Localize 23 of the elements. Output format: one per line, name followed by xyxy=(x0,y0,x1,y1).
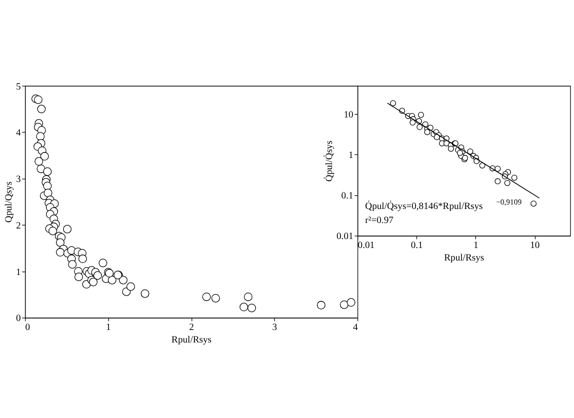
x-tick-label: 0.01 xyxy=(358,240,375,252)
x-tick-label: 0.1 xyxy=(410,240,424,252)
x-tick-label: 0 xyxy=(25,322,30,334)
annotation: r²=0.97 xyxy=(365,214,394,226)
y-axis-title: Qpul/Qsys xyxy=(4,181,15,223)
y-tick-label: 1 xyxy=(16,266,22,278)
y-tick-label: 0 xyxy=(16,313,22,324)
x-tick-label: 1 xyxy=(473,240,478,252)
y-tick-label: 1 xyxy=(348,150,354,162)
x-tick-label: 3 xyxy=(272,322,278,334)
y-axis-title: Q̇pul/Q̇sys xyxy=(323,140,336,182)
x-axis-title: Rpul/Rsys xyxy=(444,252,484,264)
x-axis-title: Rpul/Rsys xyxy=(172,334,212,346)
x-tick-label: 10 xyxy=(530,240,540,252)
y-tick-label: 10 xyxy=(344,110,354,121)
y-tick-label: 5 xyxy=(16,81,22,92)
y-tick-label: 4 xyxy=(16,128,22,139)
y-tick-label: 0.1 xyxy=(341,190,354,202)
y-tick-label: 2 xyxy=(16,220,22,232)
y-tick-label: 3 xyxy=(16,174,22,186)
y-tick-label: 0.01 xyxy=(336,231,354,242)
x-tick-label: 2 xyxy=(189,322,194,334)
x-tick-label: 1 xyxy=(106,322,112,334)
